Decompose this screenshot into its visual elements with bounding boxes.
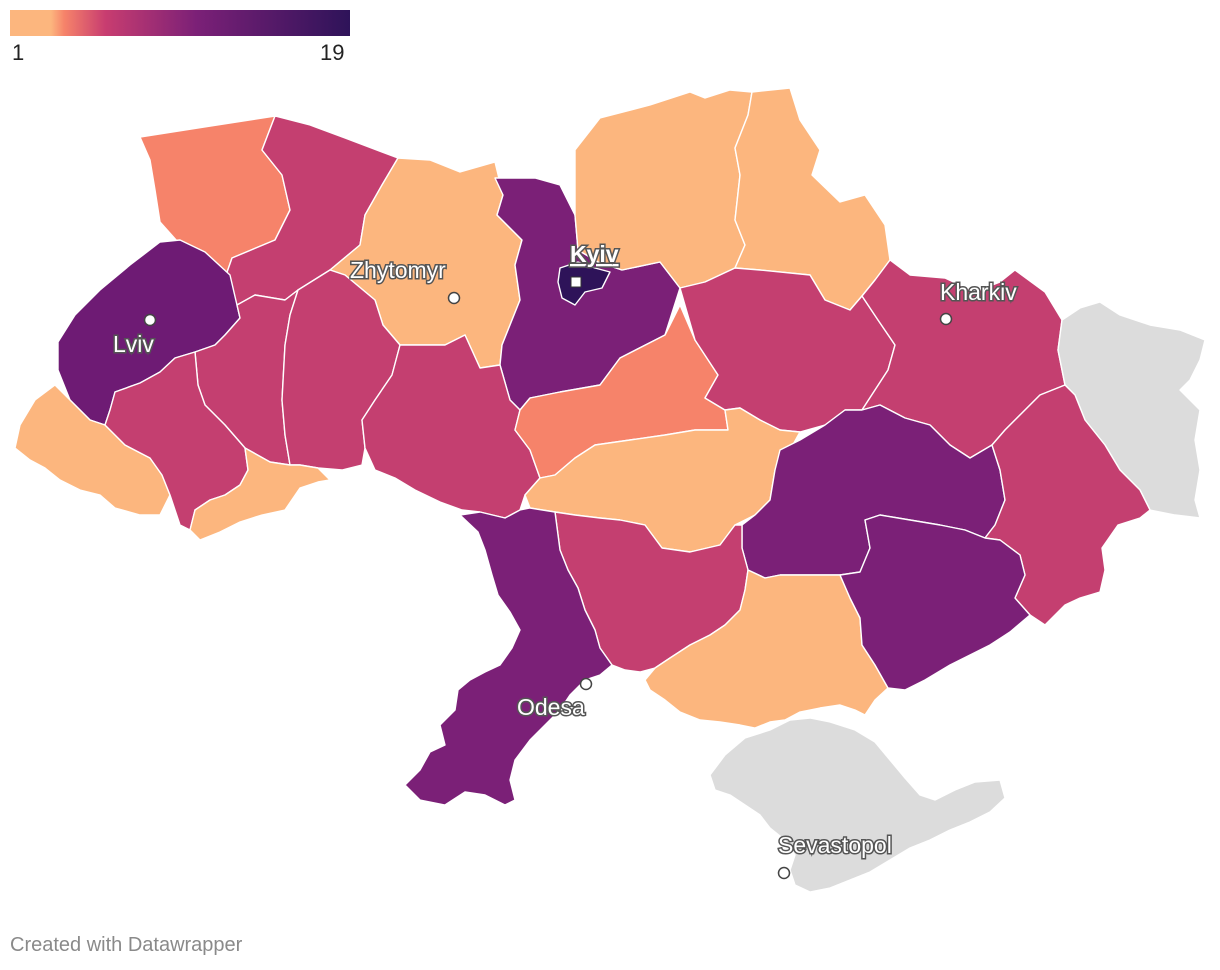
region-zakarpattia[interactable]	[14, 384, 171, 516]
credit-text: Created with Datawrapper	[10, 934, 243, 956]
legend-max-label: 19	[320, 40, 345, 65]
region-zaporizhzhia[interactable]	[839, 514, 1031, 691]
city-label-kyiv: Kyiv	[570, 241, 619, 267]
city-marker-lviv	[143, 313, 157, 327]
region-khmelnytskyi[interactable]	[281, 269, 401, 471]
city-label-kharkiv: Kharkiv	[940, 279, 1017, 305]
city-marker-sevastopol	[777, 866, 791, 880]
city-label-lviv: Lviv	[113, 331, 154, 357]
region-chernivtsi[interactable]	[189, 447, 331, 541]
cities-layer: Kyiv Zhytomyr Kharkiv Lviv Odesa Sevastopol	[112, 240, 1019, 880]
city-label-odesa: Odesa	[517, 694, 585, 720]
city-label-sevastopol: Sevastopol	[778, 832, 892, 858]
legend-min-label: 1	[12, 40, 25, 65]
city-marker-zhytomyr	[447, 291, 461, 305]
region-crimea[interactable]	[709, 717, 1006, 893]
legend-gradient-bar	[10, 10, 350, 36]
city-label-zhytomyr: Zhytomyr	[350, 257, 446, 283]
city-marker-kyiv	[570, 276, 582, 288]
region-kyiv[interactable]	[557, 261, 611, 306]
regions-layer	[14, 87, 1206, 893]
region-odesa[interactable]	[404, 507, 613, 806]
city-marker-odesa	[579, 677, 593, 691]
city-marker-kharkiv	[939, 312, 953, 326]
